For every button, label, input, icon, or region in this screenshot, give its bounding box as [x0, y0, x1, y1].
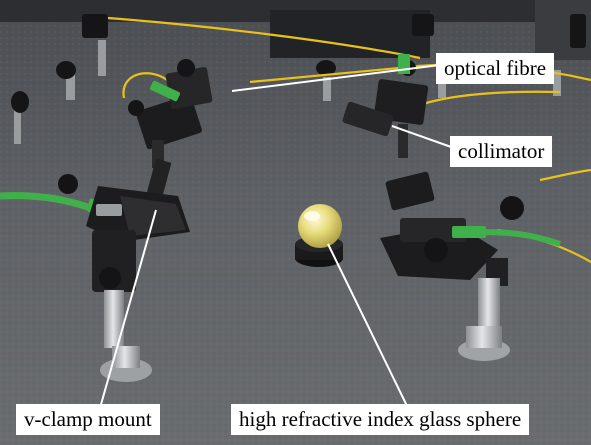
glass-sphere-assembly: [295, 204, 343, 267]
glass-sphere: [298, 204, 342, 248]
leader-collimator: [391, 125, 455, 149]
distant-knobs: [11, 14, 586, 113]
right-mount-post: [458, 278, 510, 361]
collimator-mount: [342, 54, 429, 158]
label-collimator: collimator: [450, 136, 553, 167]
leader-lines: [99, 64, 455, 409]
leader-optical-fibre: [231, 64, 441, 92]
label-glass-sphere: high refractive index glass sphere: [231, 404, 530, 435]
background-enclosure: [270, 10, 430, 58]
right-mount: [380, 171, 561, 286]
leader-glass-sphere: [327, 243, 409, 409]
leader-v-clamp: [99, 209, 157, 409]
label-optical-fibre: optical fibre: [436, 53, 555, 84]
v-clamp-post: [100, 290, 152, 382]
distant-posts: [14, 40, 561, 144]
upper-mount: [128, 59, 213, 168]
v-clamp-mount: [58, 158, 190, 292]
label-v-clamp-mount: v-clamp mount: [16, 404, 160, 435]
